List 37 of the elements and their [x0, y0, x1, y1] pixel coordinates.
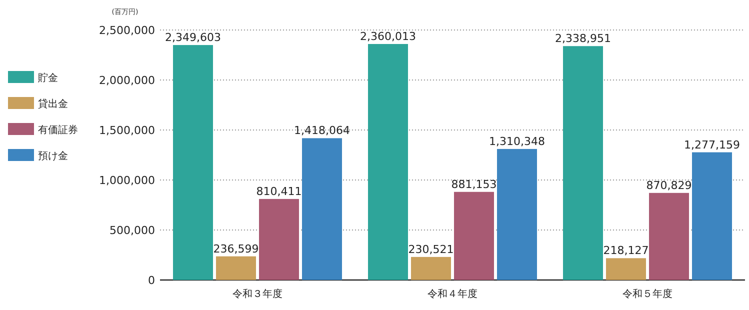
y-tick-label: 500,000 — [110, 224, 155, 237]
bar — [497, 148, 537, 280]
data-label: 1,277,159 — [684, 138, 740, 152]
y-tick-label: 2,000,000 — [99, 74, 155, 87]
legend-label: 預け金 — [38, 150, 68, 162]
bar — [649, 192, 689, 280]
y-tick-label: 1,500,000 — [99, 124, 155, 137]
x-tick-label: 令和３年度 — [232, 288, 282, 300]
bar — [454, 192, 494, 280]
legend-label: 貯金 — [38, 72, 58, 84]
y-tick-label: 0 — [148, 274, 155, 287]
x-tick-label: 令和４年度 — [428, 288, 478, 300]
bar — [692, 152, 732, 280]
data-label: 2,360,013 — [360, 30, 416, 43]
y-tick-label: 2,500,000 — [99, 24, 155, 37]
y-tick-label: 1,000,000 — [99, 174, 155, 187]
data-label: 2,338,951 — [555, 32, 611, 46]
bar — [368, 44, 408, 280]
data-label: 870,829 — [646, 178, 692, 192]
bar — [173, 45, 213, 280]
data-label: 218,127 — [603, 244, 649, 258]
bar — [563, 46, 603, 280]
data-label: 230,521 — [408, 242, 454, 256]
legend-label: 貸出金 — [38, 98, 68, 110]
data-label: 881,153 — [451, 178, 497, 191]
x-tick-label: 令和５年度 — [622, 288, 672, 300]
bar — [302, 138, 342, 280]
legend-label: 有価証券 — [38, 124, 78, 136]
data-label: 2,349,603 — [165, 31, 221, 44]
data-label: 1,418,064 — [294, 124, 350, 138]
bar — [259, 198, 299, 280]
data-label: 1,310,348 — [489, 134, 545, 148]
bar — [411, 256, 451, 280]
data-label: 236,599 — [213, 242, 259, 256]
data-label: 810,411 — [256, 184, 302, 198]
bar — [606, 258, 646, 280]
bar — [216, 256, 256, 280]
